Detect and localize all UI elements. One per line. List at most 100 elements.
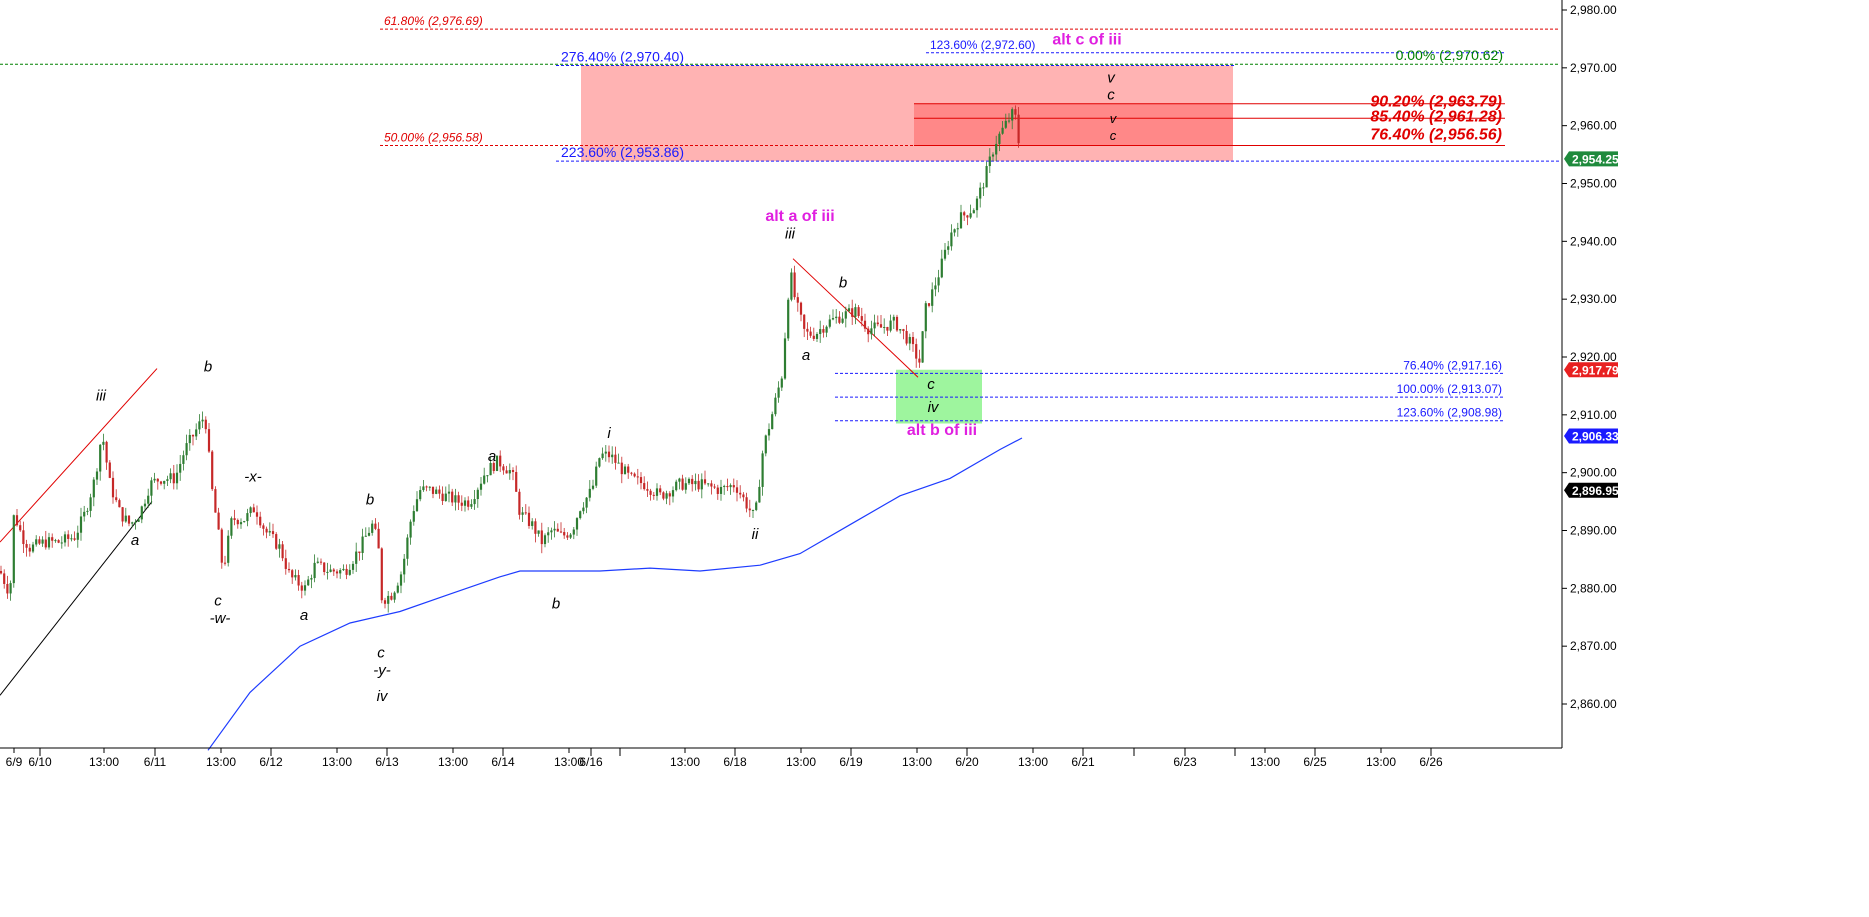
candle-body (665, 493, 668, 499)
price-marker-badge (1564, 428, 1618, 444)
candle-body (172, 473, 175, 484)
y-tick-label: 2,970.00 (1570, 61, 1617, 75)
candle-body (399, 574, 403, 586)
candle-body (857, 307, 860, 317)
candle-body (518, 491, 521, 515)
candle-body (383, 600, 387, 604)
candle-body (41, 539, 44, 544)
candle-body (233, 518, 236, 520)
candle-body (745, 497, 748, 509)
candle-body (271, 531, 275, 535)
candle-body (54, 540, 57, 542)
candle-body (1007, 120, 1011, 122)
candle-body (572, 529, 575, 535)
candle-body (19, 525, 22, 531)
fib-label: 76.40% (2,917.16) (1403, 358, 1502, 372)
candle-body (361, 536, 364, 554)
candle-body (921, 331, 924, 363)
candle-body (793, 272, 796, 298)
candle-body (748, 508, 751, 511)
wave-label: v (1110, 111, 1118, 126)
candle-body (806, 328, 809, 332)
candle-body (185, 443, 188, 456)
candle-body (137, 519, 140, 522)
candle-body (454, 495, 457, 503)
candle-body (287, 568, 291, 571)
candle-body (895, 316, 899, 331)
y-tick-label: 2,870.00 (1570, 639, 1617, 653)
candle-body (1014, 109, 1017, 115)
price-marker-label: 2,954.25 (1572, 152, 1619, 166)
wave-label: iii (96, 387, 107, 404)
candle-body (611, 454, 614, 458)
candle-body (0, 570, 3, 574)
x-tick-label: 6/9 (6, 755, 23, 769)
candle-body (345, 568, 348, 575)
wave-label: iv (377, 688, 389, 705)
candle-body (751, 509, 755, 511)
candle-body (259, 516, 262, 526)
wave-label: a (131, 532, 139, 549)
candle-body (60, 542, 63, 544)
candle-body (963, 212, 966, 216)
candle-body (604, 451, 607, 454)
candle-body (467, 500, 470, 507)
candle-body (79, 516, 83, 533)
candle-body (783, 338, 787, 379)
candle-body (335, 571, 339, 574)
candle-body (934, 285, 937, 290)
candle-body (540, 530, 543, 545)
candle-body (899, 329, 902, 331)
fib-label: 123.60% (2,908.98) (1397, 406, 1502, 420)
candle-body (252, 507, 255, 513)
candle-body (300, 585, 303, 591)
wave-label: c (214, 593, 222, 610)
candle-body (927, 303, 931, 306)
fib-label: 276.40% (2,970.40) (561, 49, 684, 65)
red-fib-label: 90.20% (2,963.79) (1370, 94, 1502, 111)
candle-body (569, 534, 572, 538)
candle-body (22, 530, 25, 545)
wave-label: v (1107, 69, 1116, 86)
candle-body (403, 558, 406, 575)
candle-body (147, 495, 150, 504)
candle-body (732, 485, 735, 488)
candle-body (675, 481, 678, 491)
candle-body (99, 444, 102, 472)
alt-wave-label: alt c of iii (1052, 32, 1121, 49)
x-tick-label: 13:00 (1018, 755, 1048, 769)
candle-body (924, 303, 927, 332)
candle-body (191, 434, 195, 437)
candle-body (607, 451, 611, 458)
x-tick-label: 13:00 (89, 755, 119, 769)
candle-body (854, 307, 857, 317)
candle-body (15, 515, 19, 526)
candle-body (591, 485, 595, 489)
x-tick-label: 6/13 (375, 755, 399, 769)
wave-label: -y- (373, 662, 391, 679)
candle-body (278, 544, 281, 549)
price-marker-badge (1564, 482, 1618, 498)
candle-body (799, 302, 803, 315)
candle-body (975, 198, 979, 211)
trend-lines-layer (0, 258, 919, 696)
candle-body (713, 486, 716, 488)
candle-body (6, 583, 9, 594)
y-tick-label: 2,860.00 (1570, 697, 1617, 711)
candle-body (505, 470, 508, 474)
candle-body (947, 246, 950, 250)
trend-line (0, 368, 158, 543)
candle-body (294, 575, 297, 578)
y-tick-label: 2,940.00 (1570, 234, 1617, 248)
x-tick-label: 6/19 (839, 755, 863, 769)
candle-body (979, 187, 982, 199)
candle-body (838, 316, 841, 323)
x-tick-label: 13:00 (786, 755, 816, 769)
candle-body (803, 314, 806, 329)
candle-body (1004, 120, 1007, 128)
candle-body (649, 490, 652, 495)
candle-body (585, 497, 588, 508)
candle-body (499, 455, 502, 467)
candle-body (409, 521, 412, 538)
candle-body (694, 480, 697, 485)
